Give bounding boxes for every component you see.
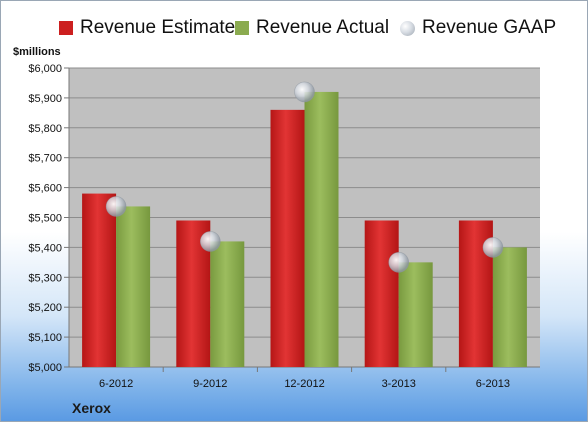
x-tick-label: 3-2013 <box>382 378 416 390</box>
y-tick-label: $5,900 <box>28 93 62 105</box>
x-tick-label: 6-2012 <box>99 378 133 390</box>
marker-revenue-gaap <box>388 252 410 273</box>
x-tick-label: 9-2012 <box>193 378 227 390</box>
bar-revenue-estimate <box>82 193 117 367</box>
gaap-markers <box>105 81 504 273</box>
bars <box>82 91 527 368</box>
y-tick-label: $5,600 <box>28 183 62 195</box>
marker-revenue-gaap <box>294 81 315 103</box>
legend-item-revenue-estimate: Revenue Estimate <box>59 15 235 41</box>
legend-label-actual: Revenue Actual <box>256 17 390 38</box>
bar-revenue-actual <box>398 262 433 367</box>
marker-revenue-gaap <box>482 237 504 258</box>
marker-revenue-gaap <box>200 231 221 252</box>
legend-item-revenue-gaap: Revenue GAAP <box>400 15 556 41</box>
company-name: Xerox <box>72 400 111 416</box>
bar-revenue-actual <box>304 91 339 368</box>
y-tick-label: $5,700 <box>28 153 62 165</box>
y-tick-label: $6,000 <box>28 63 62 75</box>
x-tick-label: 6-2013 <box>476 378 510 390</box>
y-tick-label: $5,000 <box>28 362 62 374</box>
legend-swatch-actual <box>235 21 249 35</box>
y-tick-label: $5,800 <box>28 123 62 135</box>
y-tick-label: $5,300 <box>28 272 62 284</box>
legend-marker-gaap <box>400 20 415 36</box>
legend: Revenue Estimate Revenue Actual Revenue … <box>1 15 587 41</box>
bar-revenue-actual <box>492 247 527 367</box>
y-tick-label: $5,200 <box>28 302 62 314</box>
y-tick-label: $5,400 <box>28 242 62 254</box>
y-tick-label: $5,100 <box>28 332 62 344</box>
bar-revenue-estimate <box>270 109 305 368</box>
legend-label-gaap: Revenue GAAP <box>422 17 557 38</box>
y-axis-unit-label: $millions <box>13 46 61 58</box>
x-tick-label: 12-2012 <box>284 378 324 390</box>
y-tick-label: $5,500 <box>28 213 62 225</box>
legend-label-estimate: Revenue Estimate <box>80 17 236 38</box>
legend-swatch-estimate <box>59 21 73 35</box>
marker-revenue-gaap <box>105 196 127 217</box>
legend-item-revenue-actual: Revenue Actual <box>235 15 389 41</box>
bar-revenue-estimate <box>364 220 399 367</box>
bar-revenue-actual <box>116 206 151 367</box>
bar-revenue-actual <box>210 241 245 367</box>
x-axis-ticks: 6-2012 9-2012 12-2012 3-2013 6-2013 <box>99 367 510 390</box>
